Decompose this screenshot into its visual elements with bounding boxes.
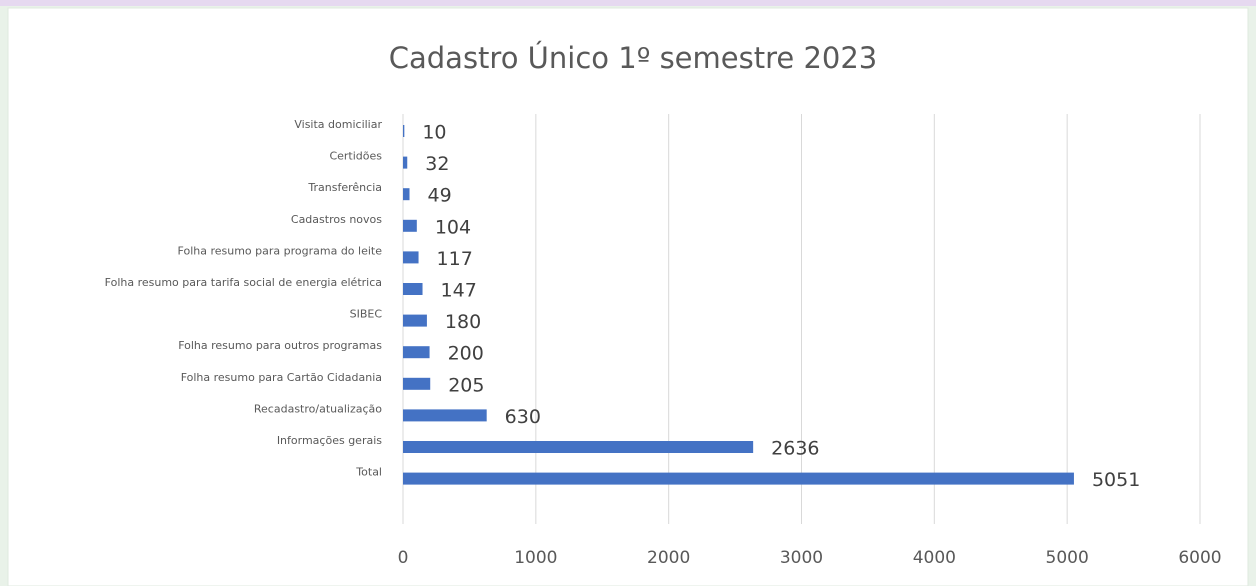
bar	[403, 156, 408, 169]
data-label: 104	[435, 216, 471, 238]
x-tick-label: 0	[398, 548, 409, 568]
bar	[403, 125, 405, 137]
x-tick-label: 4000	[913, 548, 956, 568]
y-tick-label: Cadastros novos	[291, 213, 382, 226]
data-label: 205	[448, 374, 484, 396]
y-tick-label: Certidões	[329, 150, 382, 163]
y-tick-label: Folha resumo para outros programas	[178, 339, 382, 352]
bar	[403, 314, 427, 327]
data-label: 32	[425, 153, 449, 175]
data-label: 630	[505, 406, 541, 428]
chart-area	[7, 7, 1249, 586]
data-label: 49	[428, 185, 452, 207]
bar	[403, 441, 754, 453]
y-tick-label: Visita domiciliar	[294, 118, 382, 131]
data-label: 117	[437, 248, 473, 270]
data-label: 10	[422, 122, 446, 144]
chart-title: Cadastro Único 1º semestre 2023	[389, 41, 878, 75]
bar	[403, 346, 430, 359]
y-tick-label: Total	[355, 466, 382, 479]
y-tick-label: Informações gerais	[277, 434, 382, 447]
x-tick-label: 2000	[647, 548, 690, 568]
bar	[403, 377, 431, 390]
bar	[403, 472, 1074, 485]
top-strip	[0, 0, 1256, 6]
data-label: 2636	[771, 438, 819, 460]
y-tick-label: Folha resumo para Cartão Cidadania	[181, 371, 382, 384]
bar	[403, 283, 423, 295]
data-label: 147	[441, 280, 477, 302]
y-tick-label: Transferência	[307, 181, 382, 194]
y-tick-label: Folha resumo para programa do leite	[178, 244, 383, 257]
data-label: 200	[448, 343, 484, 365]
bar	[403, 188, 410, 201]
x-tick-label: 5000	[1046, 548, 1089, 568]
bar	[403, 251, 419, 264]
data-label: 5051	[1092, 469, 1140, 491]
bar	[403, 219, 417, 232]
bar	[403, 409, 487, 422]
y-tick-label: Folha resumo para tarifa social de energ…	[105, 276, 382, 289]
y-tick-label: SIBEC	[350, 308, 383, 321]
x-tick-label: 3000	[780, 548, 823, 568]
x-tick-label: 1000	[514, 548, 557, 568]
y-tick-label: Recadastro/atualização	[254, 402, 382, 415]
x-tick-label: 6000	[1178, 548, 1221, 568]
data-label: 180	[445, 311, 481, 333]
